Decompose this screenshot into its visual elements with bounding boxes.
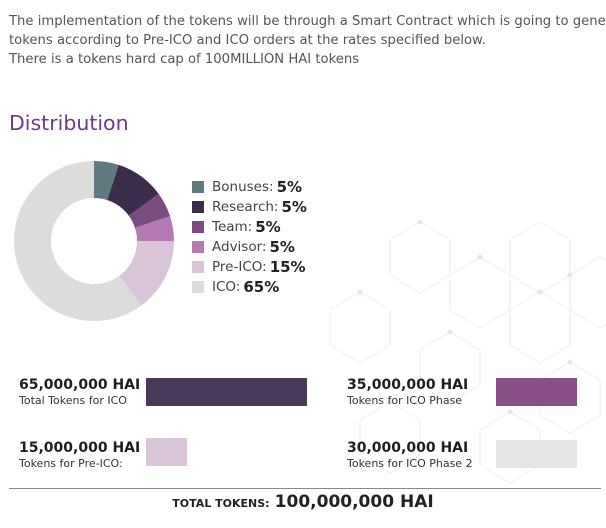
donut-slice-research	[107, 164, 159, 216]
legend-item-bonuses: Bonuses: 5%	[192, 177, 307, 197]
stat-ico-phase-2: 30,000,000 HAI Tokens for ICO Phase 2	[347, 439, 473, 471]
legend-value-pre-ico: 15%	[269, 258, 306, 276]
stat-total-ico-amount: 65,000,000 HAI	[19, 377, 141, 393]
legend-item-team: Team: 5%	[192, 217, 307, 237]
legend-label-advisor: Advisor:	[212, 239, 267, 255]
donut-slice-pre-ico	[119, 241, 174, 306]
donut-slice-team	[128, 193, 171, 228]
intro-text: The implementation of the tokens will be…	[9, 12, 606, 69]
stat-ico-phase-2-label: Tokens for ICO Phase 2	[347, 457, 473, 470]
intro-line-2: tokens according to Pre-ICO and ICO orde…	[9, 33, 486, 48]
hexagon-pattern-background	[330, 219, 606, 484]
legend-item-ico: ICO: 65%	[192, 277, 307, 297]
distribution-donut-chart	[14, 161, 174, 321]
legend-value-research: 5%	[281, 198, 307, 216]
legend-value-advisor: 5%	[269, 238, 295, 256]
donut-slice-advisor	[134, 216, 174, 241]
legend-label-team: Team:	[212, 219, 253, 235]
legend-swatch-advisor	[192, 241, 204, 253]
legend-label-ico: ICO:	[212, 279, 241, 295]
bar-ico-phase-2	[496, 440, 577, 468]
bar-pre-ico	[146, 438, 187, 466]
legend-item-research: Research: 5%	[192, 197, 307, 217]
donut-slice-bonuses	[94, 161, 119, 201]
total-tokens: TOTAL TOKENS: 100,000,000 HAI	[0, 492, 606, 512]
legend-item-pre-ico: Pre-ICO: 15%	[192, 257, 307, 277]
stat-total-ico-label: Total Tokens for ICO	[19, 394, 127, 407]
stat-pre-ico-label: Tokens for Pre-ICO:	[19, 457, 123, 470]
divider-line	[9, 488, 601, 489]
legend-swatch-pre-ico	[192, 261, 204, 273]
stat-ico-phase-label: Tokens for ICO Phase	[347, 394, 463, 407]
legend-label-research: Research:	[212, 199, 279, 215]
stat-ico-phase: 35,000,000 HAI Tokens for ICO Phase	[347, 376, 468, 408]
legend-item-advisor: Advisor: 5%	[192, 237, 307, 257]
legend-value-bonuses: 5%	[276, 178, 303, 196]
legend-label-bonuses: Bonuses:	[212, 179, 274, 195]
stat-total-ico: 65,000,000 HAI Total Tokens for ICO	[19, 376, 140, 408]
legend-swatch-bonuses	[192, 181, 204, 193]
legend-value-team: 5%	[255, 218, 281, 236]
total-tokens-value: 100,000,000 HAI	[274, 492, 434, 512]
legend-swatch-ico	[192, 281, 204, 293]
stat-pre-ico: 15,000,000 HAI Tokens for Pre-ICO:	[19, 439, 140, 471]
total-tokens-label: TOTAL TOKENS:	[172, 497, 270, 510]
legend-value-ico: 65%	[243, 278, 280, 296]
stat-ico-phase-amount: 35,000,000 HAI	[347, 377, 469, 393]
stat-pre-ico-amount: 15,000,000 HAI	[19, 440, 141, 456]
legend-label-pre-ico: Pre-ICO:	[212, 259, 267, 275]
legend-swatch-team	[192, 221, 204, 233]
bar-ico-phase	[496, 378, 577, 406]
bar-total-ico	[146, 378, 307, 406]
intro-line-3: There is a tokens hard cap of 100MILLION…	[9, 52, 360, 67]
distribution-legend: Bonuses: 5% Research: 5% Team: 5% Adviso…	[192, 177, 307, 297]
donut-slice-ico	[14, 161, 142, 321]
stat-ico-phase-2-amount: 30,000,000 HAI	[347, 440, 469, 456]
legend-swatch-research	[192, 201, 204, 213]
intro-line-1: The implementation of the tokens will be…	[9, 14, 606, 29]
distribution-heading: Distribution	[9, 111, 129, 135]
